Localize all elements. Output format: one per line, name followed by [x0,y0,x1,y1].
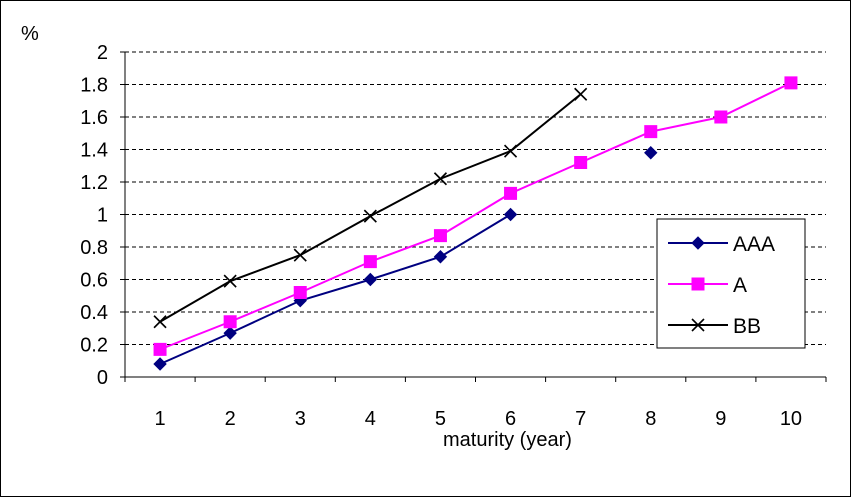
data-point [433,172,448,186]
series-bb [153,87,588,329]
data-point [363,209,377,223]
data-point [153,357,167,371]
y-tick-label: 0 [97,367,108,389]
series-a [153,76,798,356]
data-point [433,250,448,264]
y-tick-label: 0.2 [80,335,108,357]
x-tick-label: 9 [715,408,726,430]
y-tick-label: 0.8 [80,237,108,259]
data-point [153,342,167,356]
y-tick-label: 0.6 [80,270,108,292]
x-tick-label: 8 [645,408,656,430]
x-tick-label: 5 [435,408,446,430]
series-line [159,213,512,365]
data-point [644,125,658,139]
data-point [363,272,378,287]
marker-stroke [153,315,167,329]
data-point [223,326,237,340]
series-aaa [153,146,658,371]
legend-item-a: A [668,274,747,297]
x-tick-label: 4 [365,408,376,430]
series-lines [153,76,798,371]
legend-label: AAA [733,233,775,256]
y-tick-labels: 0 0.2 0.4 0.6 0.8 1 1.2 1.4 1.6 1.8 2 [80,42,108,389]
marker-stroke [293,248,307,262]
data-point [504,186,518,200]
x-tick-label: 2 [225,408,236,430]
x-tick-label: 6 [505,408,516,430]
y-tick-label: 1.2 [80,172,108,194]
x-axis-label: maturity (year) [443,429,572,451]
x-tick-label: 7 [575,408,586,430]
marker-stroke [223,274,237,288]
y-tick-label: 0.4 [80,302,108,324]
data-point [503,144,518,158]
data-point [363,255,377,269]
marker-stroke [503,144,518,158]
marker-stroke [691,318,705,332]
axes [120,51,827,382]
data-point [223,274,237,288]
y-tick-label: 1.6 [80,107,108,129]
data-point [574,87,588,101]
data-point [223,315,237,329]
y-tick-label: 1 [97,205,108,227]
series-line [159,81,792,351]
data-point [644,146,658,160]
data-point [293,286,307,299]
data-point [433,229,447,243]
data-point [784,76,798,90]
data-point [691,318,705,332]
y-tick-label: 1.4 [80,140,108,162]
data-point [574,156,588,169]
data-point [153,315,167,329]
legend-item-bb: BB [668,315,761,338]
data-point [691,277,705,291]
legend-label: A [733,274,747,297]
series-line [159,93,582,323]
x-tick-label: 1 [154,408,165,430]
data-point [714,110,728,124]
x-tick-label: 10 [780,408,802,430]
y-tick-label: 1.8 [80,75,108,97]
marker-stroke [433,172,448,186]
data-point [293,248,307,262]
x-tick-label: 3 [295,408,306,430]
data-point [503,207,518,222]
legend-label: BB [733,315,761,338]
y-tick-label: 2 [97,42,108,64]
data-point [691,236,705,250]
y-axis-label: % [21,23,39,45]
marker-stroke [363,209,377,223]
legend-item-aaa: AAA [668,233,775,256]
marker-stroke [574,87,588,101]
x-tick-labels: 1 2 3 4 5 6 7 8 9 10 [154,408,802,430]
